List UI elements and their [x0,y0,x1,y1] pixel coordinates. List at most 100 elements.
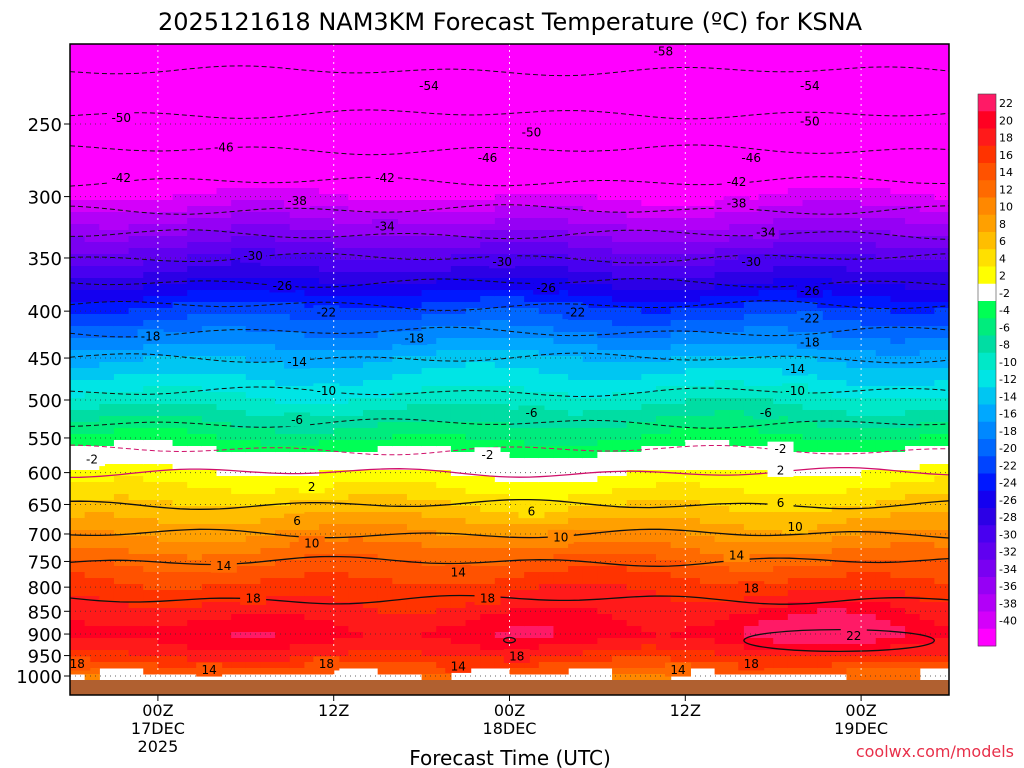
contour-label-bg [796,311,823,326]
temp-band-cell [201,422,218,435]
temp-band-cell [934,494,949,513]
temp-band-cell [802,476,818,495]
contour-label-text: -58 [654,44,674,58]
temp-band-cell [656,650,672,657]
temp-band-cell [406,542,423,561]
temp-band-cell [846,656,862,663]
temp-band-cell [128,248,144,267]
contour-label: -50 [108,110,135,125]
contour-label-text: -14 [287,355,307,369]
temp-band-cell [714,566,730,585]
temp-band-cell [656,278,672,291]
temp-band-cell [597,260,613,273]
temp-band-cell [553,392,569,411]
temp-band-cell [465,602,481,621]
temp-band-cell [216,662,232,669]
temp-band-cell [612,278,628,291]
temp-band-cell [245,566,262,585]
temp-band-cell [245,344,262,363]
temp-band-cell [890,662,906,669]
temp-band-cell [99,602,115,627]
temp-band-cell [333,368,349,387]
temp-band-cell [231,632,247,639]
contour-label-text: -42 [375,171,395,185]
temp-band-cell [509,590,525,609]
temp-band-cell [450,290,467,303]
temp-band-cell [172,644,188,657]
temp-band-cell [377,470,393,483]
temp-band-cell [699,524,716,537]
legend-swatch [978,283,996,302]
temp-band-cell [934,368,949,381]
contour-label-text: -50 [111,111,131,125]
temp-band-cell [70,572,86,597]
temp-band-cell [817,656,833,669]
temp-band-cell [260,224,276,237]
contour-label: 18 [70,656,91,671]
temp-band-cell [465,290,481,303]
temp-band-cell [304,572,320,597]
temp-band-cell [699,332,716,345]
contour-label-bg [738,656,765,671]
temp-band-cell [670,290,686,303]
temp-band-cell [714,584,730,603]
temp-band-cell [597,428,613,441]
temp-band-cell [890,248,906,261]
temp-band-cell [553,218,569,231]
temp-band-cell [363,236,379,249]
temp-band-cell [553,410,569,429]
temp-band-cell [84,530,100,549]
temp-band-cell [685,470,701,483]
temp-band-cell [480,296,496,309]
temp-band-cell [113,242,130,255]
temp-band-cell [128,302,144,309]
temp-band-cell [421,272,437,285]
temp-band-cell [216,452,232,477]
temp-band-cell [465,236,481,249]
temp-band-cell [113,548,130,567]
temp-band-cell [480,266,496,279]
temp-band-cell [231,302,247,315]
temp-band-cell [817,266,833,279]
temp-band-cell [670,242,686,255]
legend-swatch [978,180,996,198]
temp-band-cell [714,308,730,321]
temp-band-cell [363,272,379,285]
temp-band-cell [187,254,203,267]
temp-band-cell [304,554,320,573]
temp-band-cell [201,404,218,423]
temp-band-cell [465,350,481,363]
temp-band-cell [245,524,262,537]
temp-band-cell [157,644,174,657]
temp-band-cell [377,410,393,423]
temp-band-cell [84,434,100,447]
temp-band-cell [480,44,496,201]
temp-band-cell [348,470,364,483]
temp-band-cell [626,254,642,267]
temp-band-cell [143,284,159,297]
temp-band-cell [304,596,320,621]
temp-band-cell [275,596,291,615]
temp-band-cell [436,434,452,447]
contour-label-bg [240,248,267,263]
temp-band-cell [480,656,496,669]
temp-band-cell [626,500,642,519]
temp-band-cell [670,266,686,279]
temp-band-cell [802,602,818,615]
contour-label-bg [518,124,545,139]
temp-band-cell [201,374,218,393]
temp-band-cell [568,344,584,357]
temp-band-cell [304,644,320,657]
temp-band-cell [831,494,848,507]
contour-label-text: -18 [141,330,161,344]
temp-band-cell [84,560,100,579]
temp-band-cell [436,404,452,423]
temp-band-cell [729,398,745,411]
temp-band-cell [480,476,496,495]
temp-band-cell [582,644,598,651]
temp-band-cell [685,398,701,417]
temp-band-cell [187,302,203,315]
temp-band-cell [450,266,467,279]
temp-band-cell [450,434,467,453]
temp-band-cell [494,494,511,513]
